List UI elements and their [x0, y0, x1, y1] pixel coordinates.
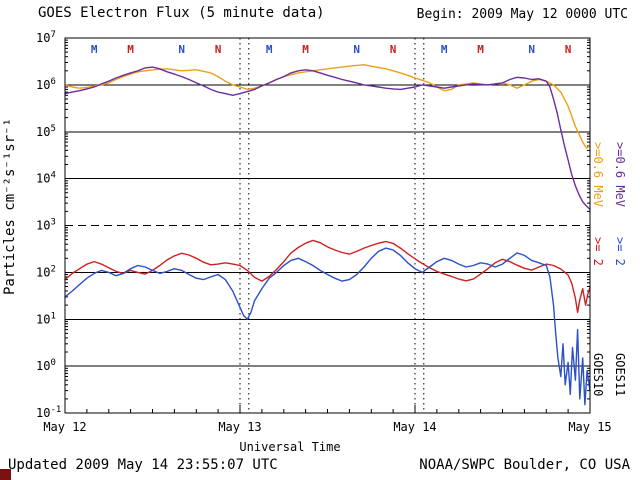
- plot-border: [64, 37, 591, 414]
- updated-timestamp: Updated 2009 May 14 23:55:07 UTC: [8, 457, 278, 473]
- y-tick-label: 106: [36, 77, 56, 92]
- trace-goes10-e2: [64, 239, 591, 314]
- legend-goes11-e06-label: >=0.6 MeV: [613, 142, 627, 208]
- y-tick-label: 103: [36, 218, 56, 233]
- trace-goes11-e2: [64, 247, 591, 406]
- y-tick-label: 107: [36, 30, 56, 45]
- satellite-noon-marker: N: [565, 43, 572, 56]
- satellite-noon-marker: N: [215, 43, 222, 56]
- corner-artifact: [0, 469, 11, 480]
- y-tick-label: 105: [36, 124, 56, 139]
- legend-goes10-e06-label: >=0.6 MeV: [591, 142, 605, 208]
- satellite-noon-marker: N: [178, 43, 185, 56]
- x-tick-label: May 12: [43, 420, 86, 434]
- trace-goes10-e06: [64, 63, 591, 149]
- satellite-midnight-marker: M: [441, 43, 448, 56]
- satellite-midnight-marker: M: [127, 43, 134, 56]
- satellite-noon-marker: N: [390, 43, 397, 56]
- x-axis-label: Universal Time: [239, 440, 341, 454]
- begin-time-label: Begin: 2009 May 12 0000 UTC: [416, 7, 628, 22]
- y-tick-label: 101: [36, 311, 56, 326]
- legend-goes10-e2-label: >= 2: [591, 237, 605, 266]
- x-tick-label: May 14: [393, 420, 436, 434]
- satellite-midnight-marker: M: [266, 43, 273, 56]
- x-tick-label: May 13: [218, 420, 261, 434]
- legend-goes11-name: GOES11: [613, 353, 627, 397]
- legend-goes11-e2-label: >= 2: [613, 237, 627, 266]
- satellite-noon-marker: N: [353, 43, 360, 56]
- trace-goes11-e06: [64, 66, 591, 211]
- x-tick-label: May 15: [568, 420, 611, 434]
- legend-goes10-name: GOES10: [591, 353, 605, 397]
- y-tick-label: 100: [36, 358, 56, 373]
- satellite-midnight-marker: M: [477, 43, 484, 56]
- y-tick-label: 10-1: [36, 405, 61, 420]
- satellite-midnight-marker: M: [91, 43, 98, 56]
- noaa-credit: NOAA/SWPC Boulder, CO USA: [419, 457, 630, 473]
- satellite-midnight-marker: M: [302, 43, 309, 56]
- y-axis-label: Particles cm⁻²s⁻¹sr⁻¹: [2, 118, 18, 296]
- satellite-noon-marker: N: [528, 43, 535, 56]
- y-tick-label: 102: [36, 264, 56, 279]
- y-tick-label: 104: [36, 171, 56, 186]
- chart-title: GOES Electron Flux (5 minute data): [38, 5, 325, 21]
